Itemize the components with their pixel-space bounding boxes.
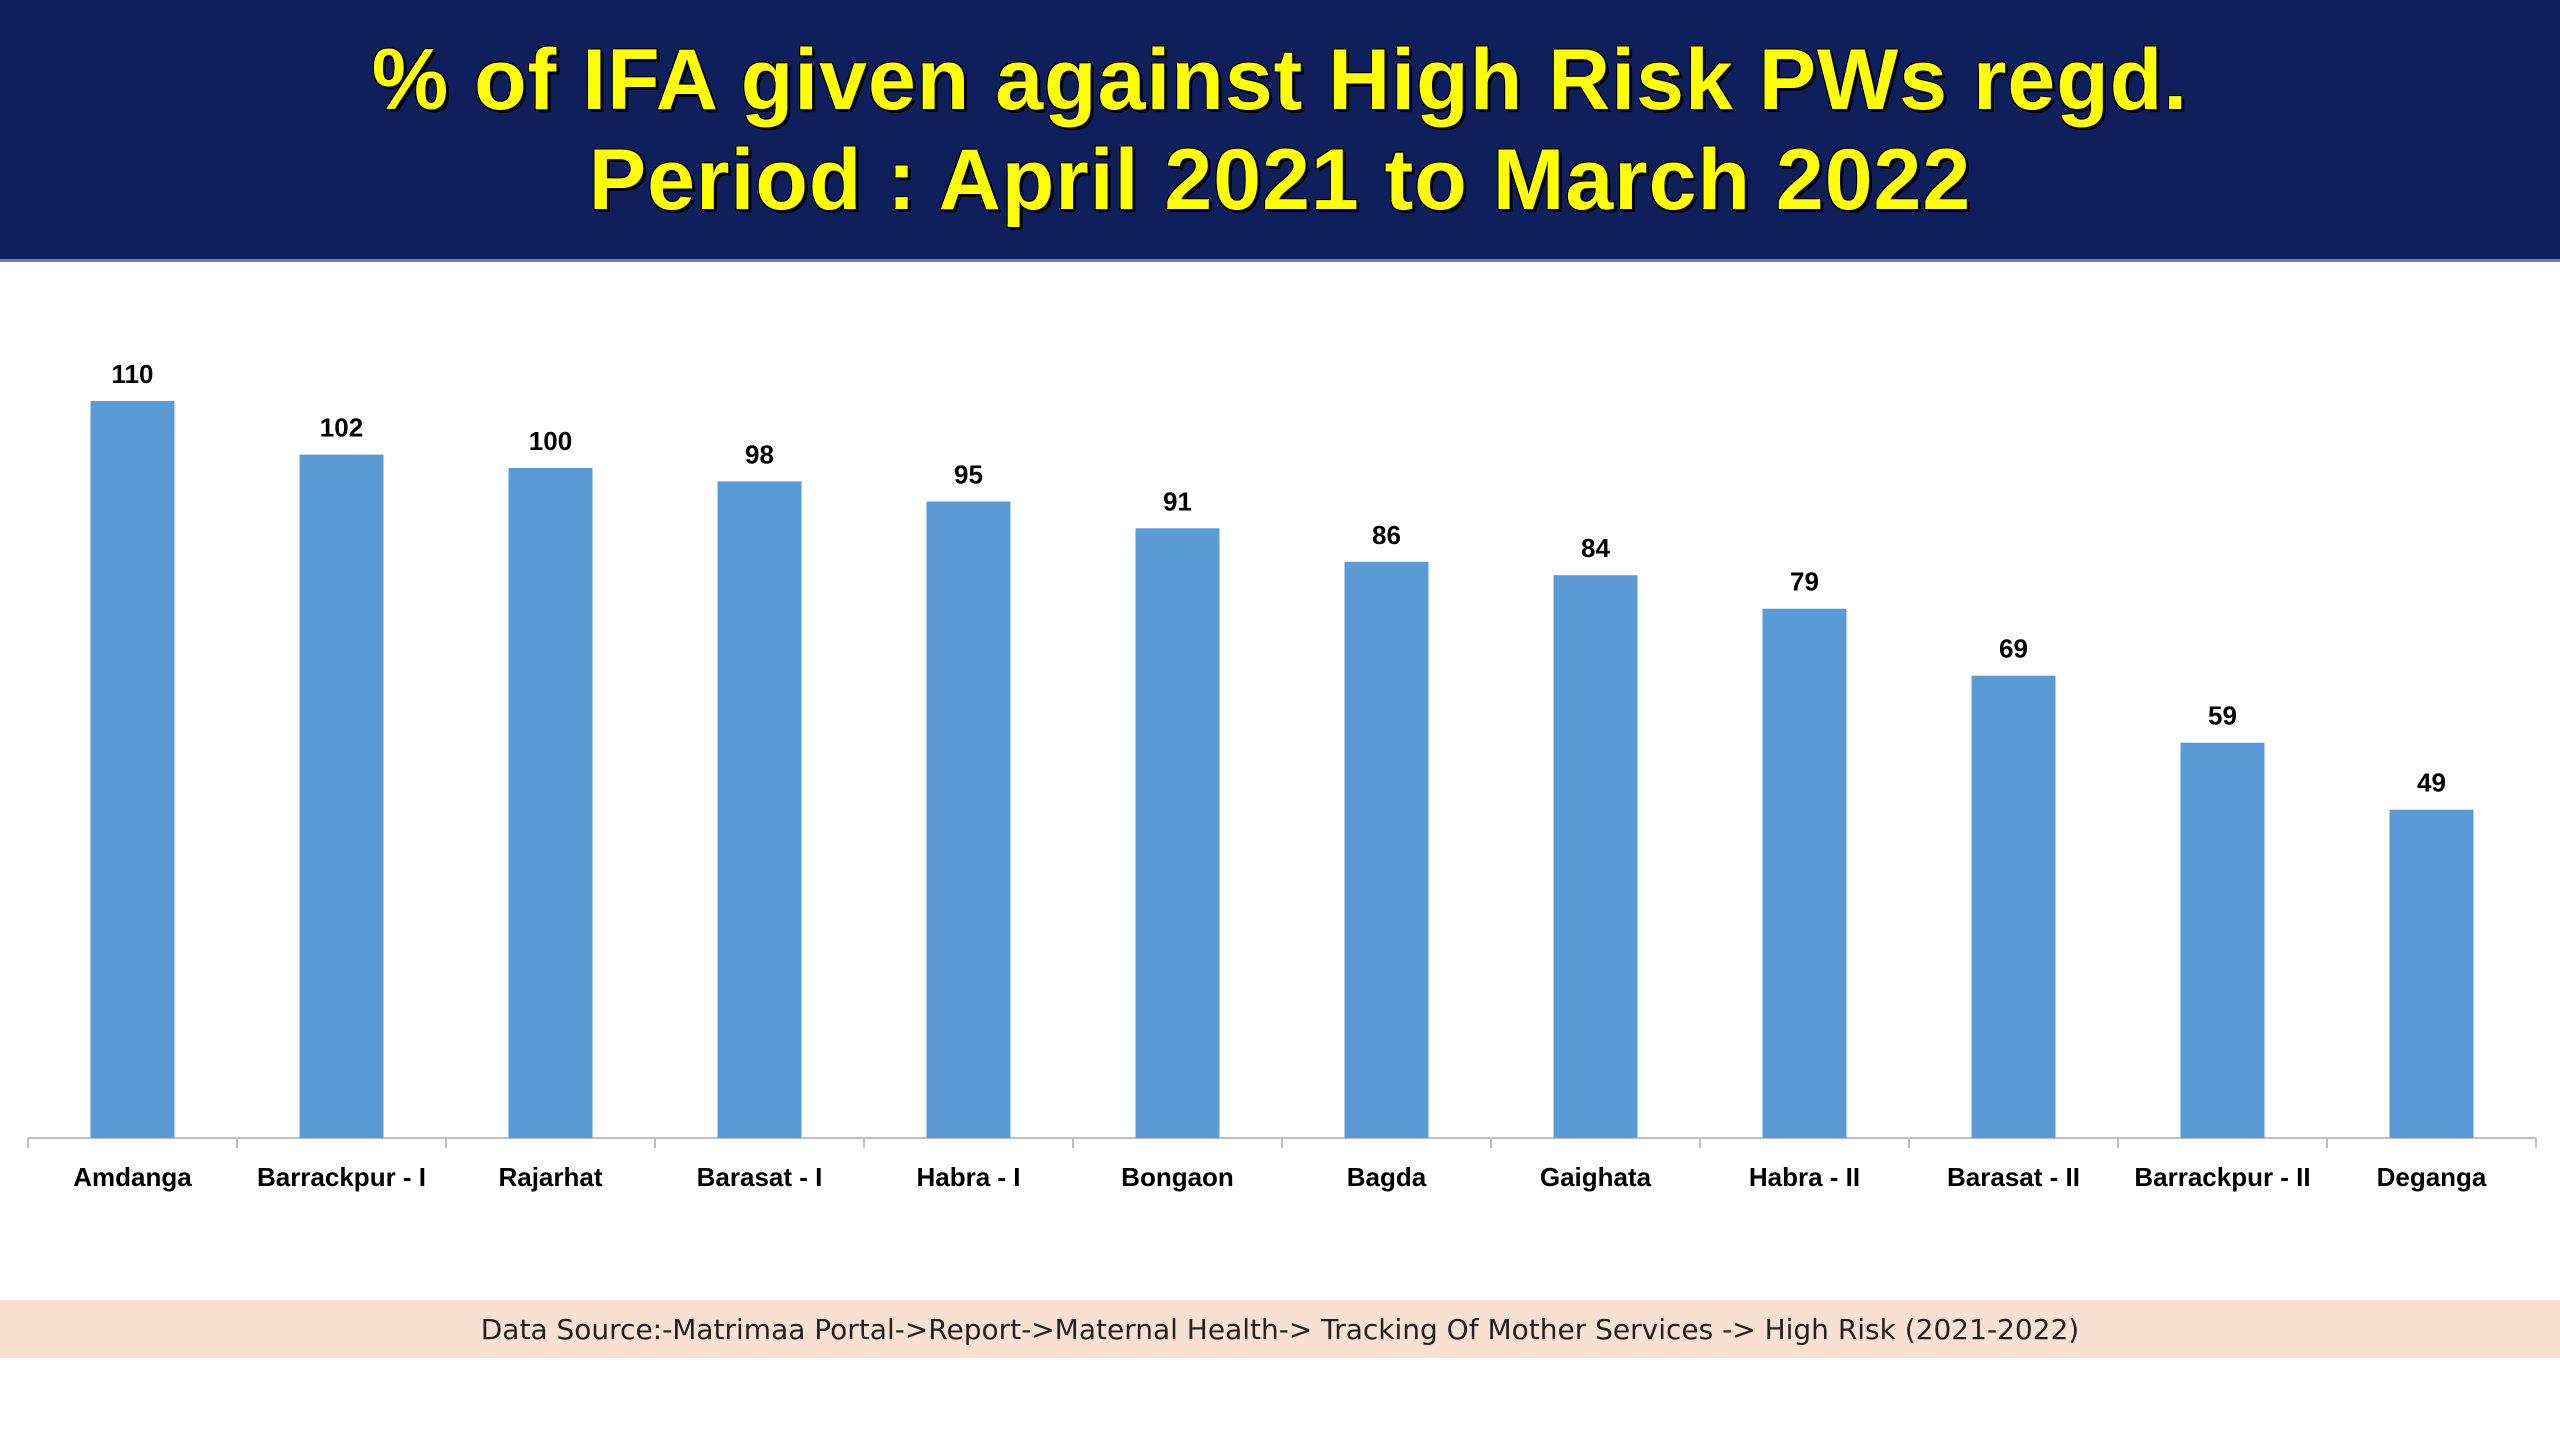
category-label: Deganga — [2377, 1162, 2487, 1192]
chart-title: % of IFA given against High Risk PWs reg… — [371, 31, 2189, 128]
data-label: 84 — [1581, 533, 1610, 563]
data-label: 100 — [529, 426, 572, 456]
category-label: Habra - I — [916, 1162, 1020, 1192]
data-label: 102 — [320, 413, 363, 443]
category-label: Barasat - II — [1947, 1162, 2080, 1192]
data-source-bar: Data Source:-Matrimaa Portal->Report->Ma… — [0, 1300, 2560, 1358]
title-banner: % of IFA given against High Risk PWs reg… — [0, 0, 2560, 262]
bar — [1762, 608, 1847, 1138]
category-label: Barasat - I — [697, 1162, 823, 1192]
category-label: Barrackpur - II — [2134, 1162, 2310, 1192]
category-label: Barrackpur - I — [257, 1162, 426, 1192]
data-label: 79 — [1790, 567, 1819, 597]
bar — [926, 501, 1011, 1138]
bar — [2180, 742, 2265, 1138]
category-label: Gaighata — [1540, 1162, 1652, 1192]
bar — [90, 401, 175, 1138]
bar — [508, 468, 593, 1138]
bar — [1344, 561, 1429, 1138]
bar-chart: 110 Amdanga 102 Barrackpur - I 100 Rajarhat 98… — [27, 359, 2537, 1192]
category-label: Amdanga — [73, 1162, 192, 1192]
data-label: 91 — [1163, 486, 1192, 516]
data-label: 98 — [745, 439, 774, 469]
bar — [1553, 575, 1638, 1138]
data-label: 49 — [2417, 768, 2446, 798]
category-label: Bagda — [1347, 1162, 1427, 1192]
category-label: Bongaon — [1121, 1162, 1234, 1192]
category-label: Rajarhat — [498, 1162, 602, 1192]
data-label: 59 — [2208, 701, 2237, 731]
bar — [717, 481, 802, 1138]
data-label: 86 — [1372, 520, 1401, 550]
data-label: 69 — [1999, 634, 2028, 664]
bar — [1971, 675, 2056, 1138]
data-label: 110 — [112, 359, 154, 389]
bar — [1135, 528, 1220, 1138]
bar — [299, 454, 384, 1139]
chart-subtitle: Period : April 2021 to March 2022 — [588, 131, 1972, 228]
data-source-text: Data Source:-Matrimaa Portal->Report->Ma… — [480, 1312, 2080, 1346]
data-label: 95 — [954, 460, 983, 490]
bar — [2389, 809, 2474, 1138]
category-label: Habra - II — [1749, 1162, 1860, 1192]
